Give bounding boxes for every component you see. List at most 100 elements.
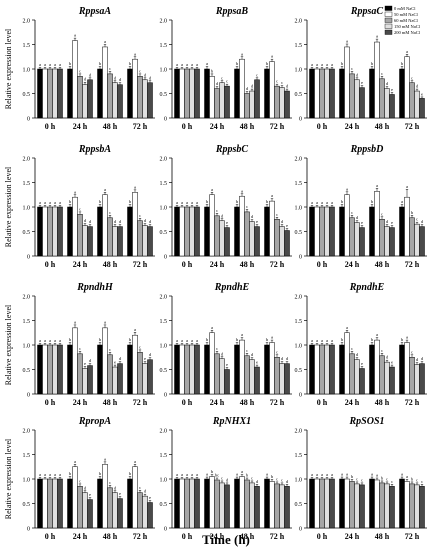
significance-label: e: [421, 91, 423, 96]
significance-label: a: [346, 186, 348, 191]
y-tick-label: 0: [299, 255, 302, 261]
significance-label: a: [326, 62, 328, 67]
significance-label: d: [356, 72, 359, 77]
significance-label: c: [139, 485, 141, 490]
bar: [77, 76, 83, 119]
y-tick-label: 1.5: [160, 319, 168, 325]
significance-label: a: [186, 200, 188, 205]
significance-label: d: [84, 485, 87, 490]
significance-label: e: [84, 361, 86, 366]
bar: [57, 344, 63, 395]
bar: [204, 344, 210, 395]
bar: [384, 226, 390, 257]
bar: [117, 226, 123, 257]
y-tick-label: 0.5: [295, 230, 303, 236]
significance-label: a: [104, 39, 106, 44]
bar: [87, 499, 93, 529]
significance-label: c: [381, 71, 383, 76]
bar: [274, 219, 280, 257]
bar: [82, 225, 88, 257]
bar: [264, 344, 270, 395]
significance-label: c: [381, 348, 383, 353]
significance-label: b: [69, 471, 72, 476]
bar: [339, 478, 345, 529]
bar: [112, 492, 118, 529]
bar: [369, 68, 375, 119]
bar: [244, 355, 250, 395]
bar: [67, 206, 73, 257]
x-tick-label: 72 h: [270, 398, 285, 407]
significance-label: a: [311, 200, 313, 205]
bar: [87, 365, 93, 395]
bar: [374, 479, 380, 529]
bar: [359, 87, 365, 119]
significance-label: a: [406, 474, 408, 479]
significance-label: b: [266, 61, 269, 66]
significance-label: a: [191, 338, 193, 343]
significance-label: a: [134, 51, 136, 56]
y-tick-label: 0: [27, 393, 30, 399]
significance-label: d: [281, 219, 284, 224]
significance-label: bc: [215, 473, 219, 478]
y-tick-label: 0.5: [295, 502, 303, 508]
significance-label: a: [316, 200, 318, 205]
bar: [204, 206, 210, 257]
significance-label: c: [246, 204, 248, 209]
y-tick-label: 2.0: [160, 295, 168, 301]
bar: [249, 482, 255, 529]
significance-label: c: [351, 346, 353, 351]
significance-label: c: [221, 75, 223, 80]
significance-label: c: [276, 212, 278, 217]
x-tick-label: 48 h: [375, 398, 390, 407]
bar: [244, 211, 250, 257]
bar: [414, 90, 420, 119]
significance-label: a: [401, 472, 403, 477]
bar: [239, 339, 245, 395]
y-tick-label: 1.5: [295, 453, 303, 459]
bar: [87, 226, 93, 257]
x-tick-label: 0 h: [45, 122, 56, 131]
significance-label: b: [99, 199, 102, 204]
bar: [132, 58, 138, 119]
bar: [137, 220, 143, 257]
bar: [77, 214, 83, 257]
bar: [399, 478, 405, 529]
y-tick-label: 0.5: [295, 368, 303, 374]
significance-label: b: [341, 199, 344, 204]
y-tick-label: 0.5: [23, 502, 31, 508]
y-tick-label: 0.5: [160, 92, 168, 98]
significance-label: d: [356, 215, 359, 220]
bar: [349, 353, 355, 395]
legend-swatch: [384, 17, 393, 23]
y-tick-label: 0: [299, 393, 302, 399]
y-tick-label: 0: [164, 255, 167, 261]
bar: [339, 206, 345, 257]
x-tick-label: 24 h: [345, 260, 360, 269]
significance-label: d: [421, 219, 424, 224]
bar: [132, 466, 138, 529]
bar: [409, 217, 415, 257]
significance-label: a: [59, 338, 61, 343]
bar: [219, 482, 225, 529]
bar: [349, 217, 355, 257]
significance-label: a: [371, 472, 373, 477]
bar: [67, 68, 73, 119]
y-tick-label: 0: [164, 393, 167, 399]
legend-swatch: [384, 23, 393, 29]
significance-label: a: [271, 335, 273, 340]
bar: [324, 344, 330, 395]
panel-title: RppsaA: [78, 6, 112, 17]
bar: [264, 206, 270, 257]
bar: [409, 483, 415, 529]
bar: [329, 206, 335, 257]
x-tick-label: 48 h: [240, 122, 255, 131]
significance-label: e: [256, 360, 258, 365]
significance-label: a: [316, 472, 318, 477]
bar: [414, 364, 420, 395]
x-tick-label: 24 h: [210, 532, 225, 541]
significance-label: d: [89, 358, 92, 363]
bar: [112, 226, 118, 257]
